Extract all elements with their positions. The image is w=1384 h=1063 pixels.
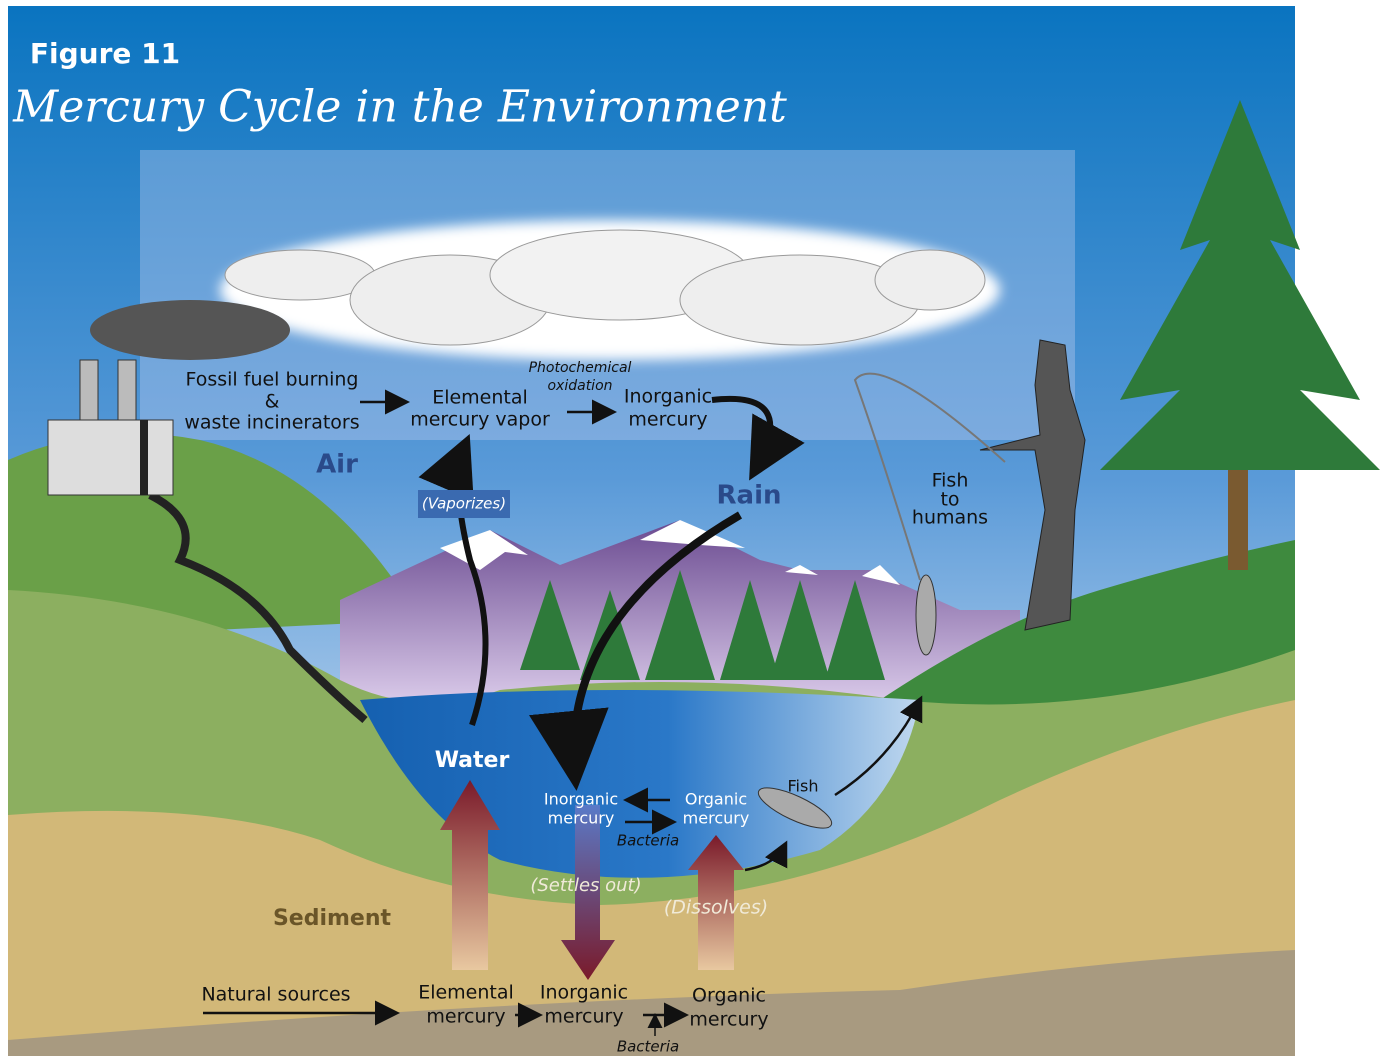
label: Elemental [432, 387, 528, 409]
label: waste incinerators [184, 412, 359, 434]
vaporizes-box [418, 490, 510, 518]
arrows [203, 389, 923, 1036]
label: Fish [932, 470, 969, 492]
label: Elemental [418, 982, 514, 1004]
zone-label: Air [316, 450, 358, 480]
flux-arrows [440, 780, 744, 980]
label: mercury [689, 1009, 768, 1031]
fisherman [757, 339, 1086, 829]
title: Mercury Cycle in the Environment [12, 82, 787, 133]
label: to [940, 489, 959, 511]
zone-label: Water [435, 748, 510, 773]
label: (Settles out) [530, 875, 641, 896]
label: mercury [426, 1006, 505, 1028]
tree [1100, 100, 1380, 570]
label: Inorganic [540, 982, 628, 1004]
label: & [265, 391, 280, 413]
label: (Dissolves) [664, 897, 768, 919]
label: mercury vapor [410, 409, 550, 431]
label: mercury [548, 809, 615, 828]
label: mercury [544, 1006, 623, 1028]
zone-label: Sediment [273, 906, 392, 931]
label: (Vaporizes) [422, 495, 506, 513]
label: Bacteria [617, 1038, 679, 1056]
label: mercury [683, 809, 750, 828]
label: Fossil fuel burning [185, 369, 358, 391]
label: oxidation [547, 378, 612, 394]
factory [47, 300, 290, 496]
label: Fish [788, 777, 819, 796]
label: Organic [685, 790, 747, 809]
background [8, 6, 1295, 1056]
label: Photochemical [529, 360, 632, 376]
label: humans [912, 507, 988, 529]
figure-label: Figure 11 [30, 37, 180, 70]
label: Natural sources [201, 984, 350, 1006]
label: Inorganic [544, 790, 618, 809]
label: mercury [628, 409, 707, 431]
trees-small [520, 570, 885, 680]
label: Bacteria [617, 832, 679, 850]
clouds [220, 220, 1000, 360]
label: Organic [692, 985, 766, 1007]
zone-label: Rain [717, 481, 782, 511]
label: Inorganic [624, 386, 712, 408]
